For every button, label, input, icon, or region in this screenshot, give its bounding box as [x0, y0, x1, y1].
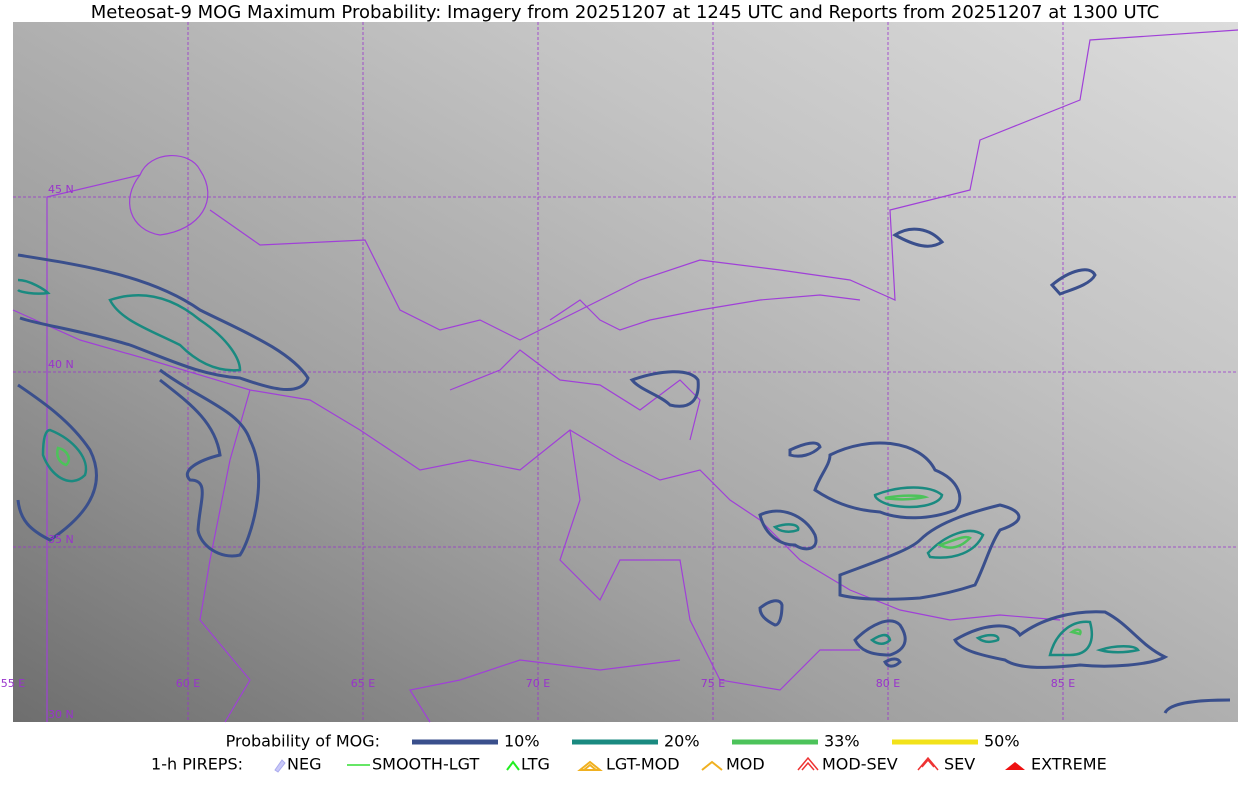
pirep-label: NEG: [287, 755, 321, 774]
pirep-label: MOD: [726, 755, 765, 774]
pirep-label: SMOOTH-LGT: [372, 755, 479, 774]
pirep-legend: NEG SMOOTH-LGT LTG LGT-MOD MOD MOD-SEV S…: [274, 755, 1107, 774]
pirep-label: EXTREME: [1031, 755, 1107, 774]
legend-label: 33%: [824, 732, 860, 751]
pirep-icon: [917, 756, 939, 771]
pirep-icon: [274, 759, 286, 773]
legend: Probability of MOG: 10% 20% 33% 50% 1-h PIR…: [151, 732, 1107, 774]
lon-label: 75 E: [701, 677, 725, 690]
graticule: [13, 22, 1238, 722]
lon-label: 70 E: [526, 677, 550, 690]
legend-title: 1-h PIREPS:: [151, 755, 243, 774]
pirep-icon: [1005, 762, 1025, 770]
lat-label: 40 N: [48, 358, 74, 371]
lon-label: 85 E: [1051, 677, 1075, 690]
title: Meteosat-9 MOG Maximum Probability: Imag…: [91, 2, 1159, 23]
pirep-label: SEV: [944, 755, 975, 774]
lon-label: 60 E: [176, 677, 200, 690]
lat-label: 35 N: [48, 533, 74, 546]
lat-label: 30 N: [48, 708, 74, 721]
probability-legend: 10% 20% 33% 50%: [412, 732, 1020, 751]
legend-title: Probability of MOG:: [226, 732, 380, 751]
lat-label: 45 N: [48, 183, 74, 196]
pirep-label: LGT-MOD: [606, 755, 680, 774]
pirep-icon: [577, 760, 603, 771]
pirep-icon: [506, 760, 520, 771]
borders: [12, 29, 1239, 723]
legend-label: 50%: [984, 732, 1020, 751]
legend-label: 20%: [664, 732, 700, 751]
mog-contours: [16, 227, 1231, 714]
map: 55 E 60 E 65 E 70 E 75 E 80 E 85 E 45 N …: [1, 22, 1239, 723]
lon-label: 80 E: [876, 677, 900, 690]
lon-labels: 55 E 60 E 65 E 70 E 75 E 80 E 85 E: [1, 677, 1075, 690]
pirep-icon: [797, 756, 819, 771]
legend-label: 10%: [504, 732, 540, 751]
lat-labels: 45 N 40 N 35 N 30 N: [48, 183, 74, 721]
pirep-icon: [701, 760, 723, 771]
pirep-label: LTG: [521, 755, 550, 774]
lon-label: 55 E: [1, 677, 25, 690]
pirep-label: MOD-SEV: [822, 755, 898, 774]
lon-label: 65 E: [351, 677, 375, 690]
